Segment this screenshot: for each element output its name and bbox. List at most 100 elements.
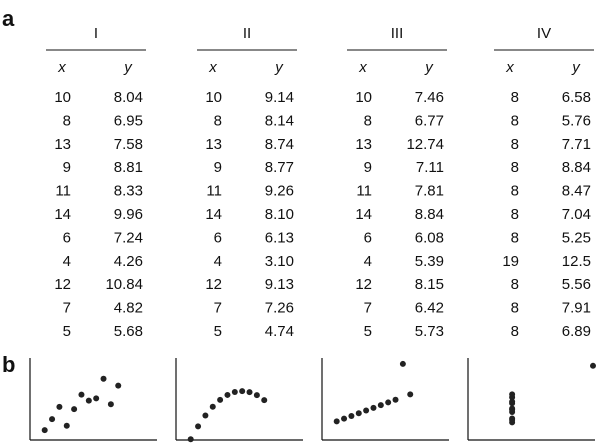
y-cell: 7.58 <box>114 136 143 153</box>
y-cell: 9.14 <box>265 89 294 106</box>
x-cell: 8 <box>511 112 519 129</box>
x-cell: 8 <box>511 323 519 340</box>
y-cell: 5.39 <box>415 253 444 270</box>
x-cell: 10 <box>205 89 222 106</box>
y-cell: 5.73 <box>415 323 444 340</box>
col-head: y <box>571 59 581 76</box>
point <box>377 402 384 409</box>
point <box>195 423 202 430</box>
point <box>41 427 48 434</box>
y-cell: 8.15 <box>415 276 444 293</box>
group-title: IV <box>537 25 551 42</box>
x-cell: 12 <box>355 276 372 293</box>
x-cell: 8 <box>214 112 222 129</box>
point <box>253 392 260 399</box>
x-cell: 9 <box>364 159 372 176</box>
y-cell: 8.77 <box>265 159 294 176</box>
group-title: III <box>391 25 404 42</box>
point <box>590 362 596 369</box>
panel-label: b <box>2 352 15 377</box>
point <box>509 394 516 401</box>
y-cell: 5.68 <box>114 323 143 340</box>
x-cell: 13 <box>205 136 222 153</box>
y-cell: 12.74 <box>406 136 444 153</box>
y-cell: 7.04 <box>562 206 591 223</box>
col-head: y <box>274 59 284 76</box>
y-cell: 6.58 <box>562 89 591 106</box>
y-cell: 4.82 <box>114 300 143 317</box>
panel-label: a <box>2 6 15 31</box>
y-cell: 12.5 <box>562 253 591 270</box>
point <box>49 416 56 423</box>
x-cell: 6 <box>214 229 222 246</box>
x-cell: 7 <box>63 300 71 317</box>
point <box>261 397 268 404</box>
y-cell: 10.84 <box>105 276 143 293</box>
point <box>202 412 209 419</box>
col-head: y <box>123 59 133 76</box>
point <box>385 399 392 406</box>
y-cell: 8.33 <box>114 183 143 200</box>
y-cell: 8.14 <box>265 112 294 129</box>
y-cell: 8.84 <box>415 206 444 223</box>
point <box>355 410 362 417</box>
point <box>56 403 63 410</box>
y-cell: 5.25 <box>562 229 591 246</box>
x-cell: 8 <box>511 159 519 176</box>
group-title: II <box>243 25 251 42</box>
point <box>407 391 414 398</box>
col-head: x <box>358 59 367 76</box>
y-cell: 7.24 <box>114 229 143 246</box>
point <box>509 406 516 413</box>
x-cell: 4 <box>63 253 71 270</box>
point <box>348 412 355 419</box>
x-cell: 8 <box>511 183 519 200</box>
x-cell: 4 <box>214 253 222 270</box>
x-cell: 14 <box>54 206 71 223</box>
x-cell: 8 <box>364 112 372 129</box>
y-cell: 9.13 <box>265 276 294 293</box>
y-cell: 6.77 <box>415 112 444 129</box>
y-cell: 5.56 <box>562 276 591 293</box>
y-cell: 8.74 <box>265 136 294 153</box>
point <box>231 389 238 396</box>
x-cell: 8 <box>511 229 519 246</box>
y-cell: 7.26 <box>265 300 294 317</box>
x-cell: 12 <box>205 276 222 293</box>
x-cell: 12 <box>54 276 71 293</box>
x-cell: 8 <box>511 300 519 317</box>
point <box>209 403 216 410</box>
y-cell: 8.81 <box>114 159 143 176</box>
x-cell: 8 <box>511 136 519 153</box>
point <box>224 391 231 398</box>
point <box>93 395 100 402</box>
x-cell: 8 <box>511 89 519 106</box>
x-cell: 5 <box>214 323 222 340</box>
x-cell: 10 <box>54 89 71 106</box>
x-cell: 8 <box>63 112 71 129</box>
point <box>370 404 377 411</box>
point <box>217 396 224 403</box>
y-cell: 7.11 <box>416 159 444 176</box>
x-cell: 6 <box>364 229 372 246</box>
y-cell: 8.84 <box>562 159 591 176</box>
point <box>333 418 340 425</box>
x-cell: 5 <box>364 323 372 340</box>
point <box>187 436 194 443</box>
y-cell: 8.04 <box>114 89 143 106</box>
x-cell: 13 <box>355 136 372 153</box>
x-cell: 5 <box>63 323 71 340</box>
col-head: y <box>424 59 434 76</box>
x-cell: 11 <box>356 183 372 200</box>
x-cell: 11 <box>55 183 71 200</box>
y-cell: 9.96 <box>114 206 143 223</box>
y-cell: 6.95 <box>114 112 143 129</box>
x-cell: 9 <box>214 159 222 176</box>
y-cell: 6.13 <box>265 229 294 246</box>
point <box>107 401 114 408</box>
x-cell: 14 <box>355 206 372 223</box>
x-cell: 9 <box>63 159 71 176</box>
point <box>85 397 92 404</box>
point <box>246 389 253 396</box>
y-cell: 6.42 <box>415 300 444 317</box>
